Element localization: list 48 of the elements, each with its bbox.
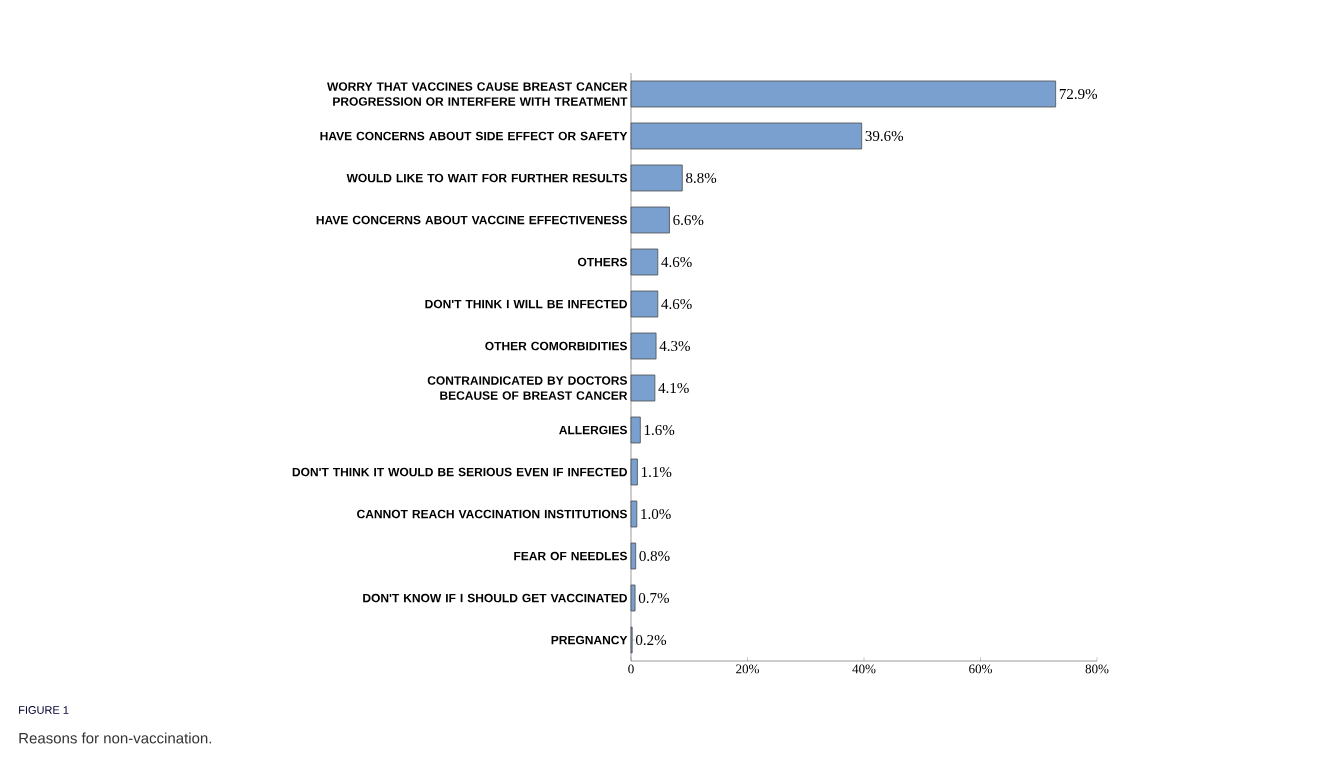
y-tick-label: ALLERGIES [559,425,627,435]
bar [630,248,659,276]
y-tick-label: DON'T THINK I WILL BE INFECTED [425,299,627,309]
data-label: 4.3% [659,340,690,352]
x-tick-label: 0 [628,664,634,674]
data-label: 4.6% [661,298,692,310]
x-tick-label: 20% [736,664,759,674]
bar [630,416,641,444]
data-label: 1.6% [644,424,675,436]
bar [630,542,637,570]
data-label: 6.6% [673,214,704,226]
bar [630,332,657,360]
y-tick-label: OTHER COMORBIDITIES [485,341,627,351]
data-label: 4.1% [658,382,689,394]
data-label: 0.8% [639,550,670,562]
x-tick-label: 80% [1085,664,1109,674]
y-tick-label: PREGNANCY [551,635,628,645]
data-label: 0.7% [638,592,670,604]
data-label: 1.1% [641,466,672,478]
y-tick-label: OTHERS [577,257,627,267]
y-tick-label: CONTRAINDICATED BY DOCTORS BECAUSE OF BREAST CANCER [427,376,628,400]
bar [630,374,656,402]
caption: FIGURE 1 [19,706,69,714]
y-tick-label: CANNOT REACH VACCINATION INSTITUTIONS [357,509,627,519]
y-tick-label: HAVE CONCERNS ABOUT VACCINE EFFECTIVENESS [316,215,627,225]
bar [630,164,683,192]
y-tick-label: HAVE CONCERNS ABOUT SIDE EFFECT OR SAFETY [320,131,628,141]
data-label: 39.6% [865,130,904,142]
bar [630,458,638,486]
x-tick-label: 60% [969,664,992,674]
data-label: 4.6% [661,256,692,268]
data-label: 72.9% [1059,88,1098,100]
y-tick-label: FEAR OF NEEDLES [514,551,627,561]
y-tick-label: DON'T KNOW IF I SHOULD GET VACCINATED [363,593,627,603]
bar [630,584,636,612]
data-label: 8.8% [686,172,717,184]
y-tick-label: WOULD LIKE TO WAIT FOR FURTHER RESULTS [346,173,628,183]
y-tick-label: WORRY THAT VACCINES CAUSE BREAST CANCER PROGRESSION OR INTERFERE WITH TREATMENT [327,82,628,106]
bar [630,206,670,234]
bar [630,290,659,318]
data-label: 0.2% [635,634,667,646]
y-tick-label: DON'T THINK IT WOULD BE SERIOUS EVEN IF INFECTED [292,467,627,477]
data-label: 1.0% [641,508,671,520]
text: Reasons for non-vaccination. [19,732,212,744]
bar [630,80,1057,108]
bar [630,500,638,528]
bar [630,122,863,150]
x-tick-label: 40% [852,664,876,674]
